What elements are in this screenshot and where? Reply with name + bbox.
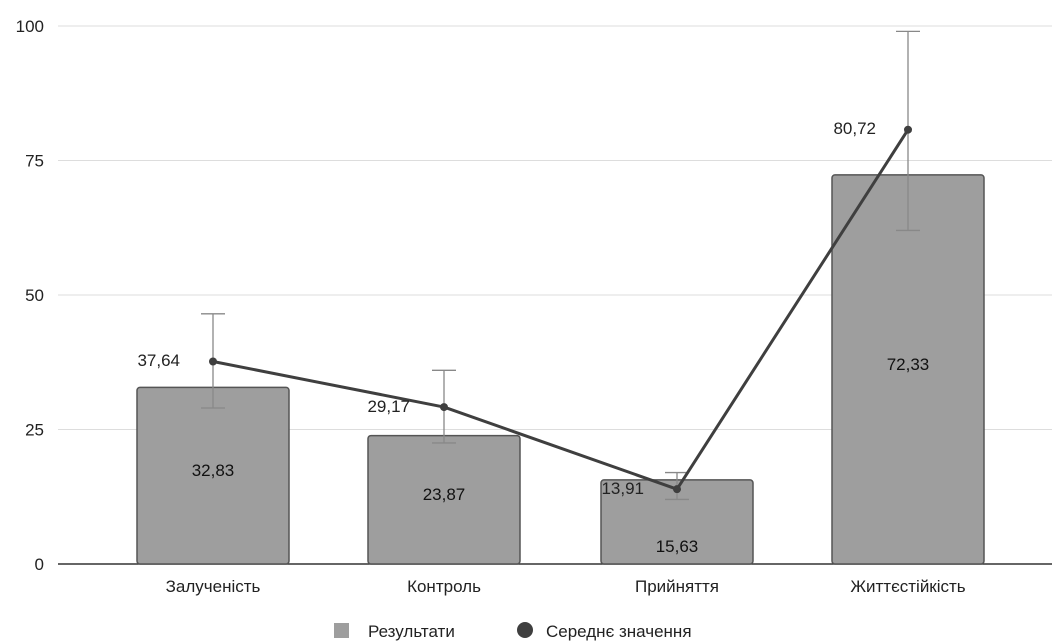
y-tick-label: 75 bbox=[25, 152, 44, 171]
mean-line bbox=[213, 130, 908, 489]
category-label: Залученість bbox=[166, 577, 261, 596]
mean-value-label: 37,64 bbox=[137, 351, 180, 370]
y-axis-ticks: 0 25 50 75 100 bbox=[16, 17, 44, 574]
category-label: Життєстійкість bbox=[850, 577, 965, 596]
category-label: Контроль bbox=[407, 577, 481, 596]
mean-point bbox=[904, 126, 912, 134]
y-tick-label: 0 bbox=[35, 555, 44, 574]
mean-value-label: 13,91 bbox=[601, 479, 644, 498]
mean-value-label: 29,17 bbox=[367, 397, 410, 416]
bar-series bbox=[137, 175, 984, 564]
bar-value-label: 23,87 bbox=[423, 485, 466, 504]
x-axis-categories: Залученість Контроль Прийняття Життєстійкіс… bbox=[166, 577, 966, 596]
line-series bbox=[209, 126, 912, 493]
y-tick-label: 25 bbox=[25, 421, 44, 440]
legend: Результати Середнє значення bbox=[334, 622, 692, 641]
legend-swatch-line bbox=[517, 622, 533, 638]
category-label: Прийняття bbox=[635, 577, 719, 596]
legend-swatch-bar bbox=[334, 623, 349, 638]
mean-value-label: 80,72 bbox=[833, 119, 876, 138]
mean-point bbox=[440, 403, 448, 411]
mean-point bbox=[673, 485, 681, 493]
y-tick-label: 100 bbox=[16, 17, 44, 36]
legend-label-line: Середнє значення bbox=[546, 622, 692, 641]
y-tick-label: 50 bbox=[25, 286, 44, 305]
bar-value-label: 72,33 bbox=[887, 355, 930, 374]
legend-label-bar: Результати bbox=[368, 622, 455, 641]
bar-value-label: 15,63 bbox=[656, 537, 699, 556]
bar-value-label: 32,83 bbox=[192, 461, 235, 480]
mean-point bbox=[209, 357, 217, 365]
